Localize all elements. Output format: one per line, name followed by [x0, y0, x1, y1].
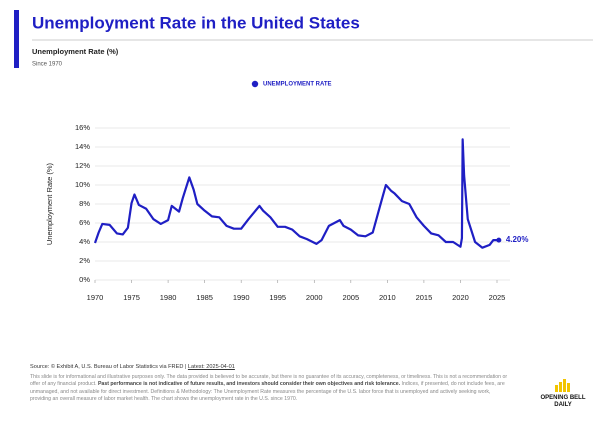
y-tick-label: 10%	[75, 180, 90, 189]
x-tick-label: 2010	[379, 293, 396, 302]
x-tick-label: 2020	[452, 293, 469, 302]
x-tick-label: 2025	[489, 293, 506, 302]
y-tick-label: 0%	[79, 275, 90, 284]
chart-title: Unemployment Rate in the United States	[32, 13, 360, 32]
logo-icon	[555, 379, 570, 392]
line	[93, 138, 499, 249]
legend-marker	[251, 80, 259, 88]
end-marker	[496, 237, 502, 243]
x-tick-label: 1985	[196, 293, 213, 302]
x-tick-label: 1980	[160, 293, 177, 302]
source-text: Source: © Exhibit A, U.S. Bureau of Labo…	[30, 364, 188, 370]
x-tick-label: 2015	[416, 293, 433, 302]
y-tick-label: 8%	[79, 199, 90, 208]
x-tick-label: 2005	[342, 293, 359, 302]
subtitle: Unemployment Rate (%)	[32, 47, 119, 56]
disclaimer-bold: Past performance is not indicative of fu…	[97, 381, 401, 388]
note: Since 1970	[32, 62, 63, 68]
logo-text: DAILY	[554, 402, 572, 408]
x-tick-label: 1970	[87, 293, 104, 302]
accent-bar	[14, 10, 19, 68]
footer: Source: © Exhibit A, U.S. Bureau of Labo…	[30, 364, 510, 404]
latest-link[interactable]: Latest: 2025-04-01	[187, 364, 235, 370]
y-tick-label: 16%	[75, 123, 90, 132]
source: Source: © Exhibit A, U.S. Bureau of Labo…	[30, 364, 510, 372]
chart: Unemployment Rate in the United States U…	[14, 10, 593, 302]
y-tick-label: 4%	[79, 237, 90, 246]
disclaimer: Indices, if presented, do not include fe…	[30, 381, 505, 403]
legend-label: UNEMPLOYMENT RATE	[263, 82, 332, 88]
y-axis-label: Unemployment Rate (%)	[45, 162, 54, 245]
y-tick-label: 14%	[75, 142, 90, 151]
y-tick-label: 12%	[75, 161, 90, 170]
y-tick-label: 2%	[79, 256, 90, 265]
logo-text: OPENING BELL	[540, 395, 586, 401]
value-label: 4.20%	[506, 235, 529, 244]
logo: OPENING BELL DAILY	[540, 378, 586, 409]
x-tick-label: 1995	[269, 293, 286, 302]
x-tick-label: 2000	[306, 293, 323, 302]
x-tick-label: 1975	[123, 293, 140, 302]
x-tick-label: 1990	[233, 293, 250, 302]
y-tick-label: 6%	[79, 218, 90, 227]
disclaimer: This slide is for informational and illu…	[30, 373, 508, 388]
